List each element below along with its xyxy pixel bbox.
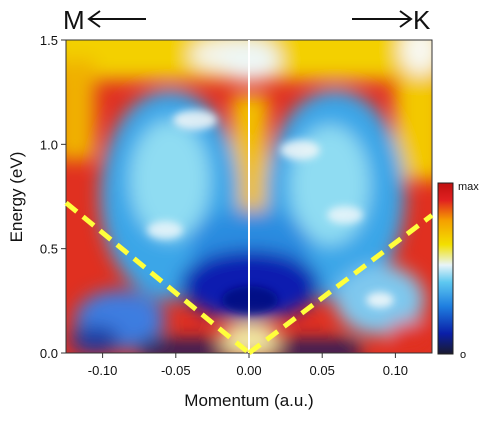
colorbar-min-label: o: [460, 349, 466, 361]
x-axis-title: Momentum (a.u.): [184, 391, 313, 410]
x-tick-label: 0.05: [310, 363, 335, 378]
x-tick-label: -0.10: [88, 363, 118, 378]
y-tick-label: 0.5: [40, 242, 58, 257]
arrow-left-icon: [87, 10, 146, 28]
y-tick-label: 1.5: [40, 33, 58, 48]
colorbar: max o: [437, 181, 479, 361]
colorbar-max-label: max: [458, 181, 479, 193]
x-tick-label: -0.05: [161, 363, 191, 378]
y-tick-label: 1.0: [40, 137, 58, 152]
y-axis-title: Energy (eV): [7, 152, 26, 243]
x-tick-label: 0.10: [383, 363, 408, 378]
direction-label-left: M: [63, 5, 85, 35]
y-axis: 0.0 0.5 1.0 1.5: [40, 33, 66, 361]
x-axis: -0.10 -0.05 0.00 0.05 0.10: [88, 353, 408, 378]
x-tick-label: 0.00: [236, 363, 261, 378]
dashed-line-left: [64, 200, 251, 355]
direction-label-right: K: [413, 5, 431, 35]
y-tick-label: 0.0: [40, 346, 58, 361]
dashed-line-right: [247, 213, 434, 355]
arrow-right-icon: [352, 10, 413, 28]
